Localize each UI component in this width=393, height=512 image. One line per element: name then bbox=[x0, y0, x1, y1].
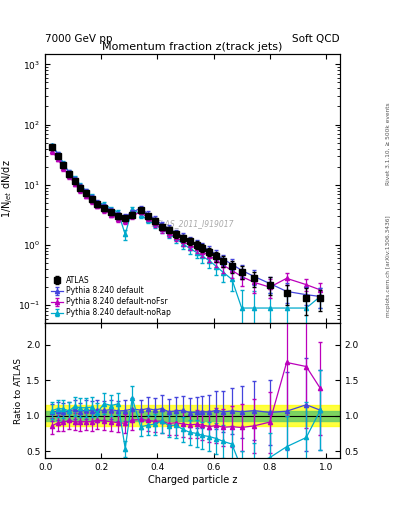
Text: 7000 GeV pp: 7000 GeV pp bbox=[45, 33, 113, 44]
X-axis label: Charged particle z: Charged particle z bbox=[148, 475, 237, 485]
Legend: ATLAS, Pythia 8.240 default, Pythia 8.240 default-noFsr, Pythia 8.240 default-no: ATLAS, Pythia 8.240 default, Pythia 8.24… bbox=[49, 273, 173, 319]
Text: ATLAS_2011_I919017: ATLAS_2011_I919017 bbox=[151, 219, 234, 228]
Y-axis label: Ratio to ATLAS: Ratio to ATLAS bbox=[14, 358, 23, 424]
Text: Rivet 3.1.10, ≥ 500k events: Rivet 3.1.10, ≥ 500k events bbox=[386, 102, 391, 185]
Text: Soft QCD: Soft QCD bbox=[292, 33, 340, 44]
Text: mcplots.cern.ch [arXiv:1306.3436]: mcplots.cern.ch [arXiv:1306.3436] bbox=[386, 216, 391, 317]
Title: Momentum fraction z(track jets): Momentum fraction z(track jets) bbox=[103, 41, 283, 52]
Y-axis label: 1/N$_{jet}$ dN/dz: 1/N$_{jet}$ dN/dz bbox=[1, 159, 15, 218]
